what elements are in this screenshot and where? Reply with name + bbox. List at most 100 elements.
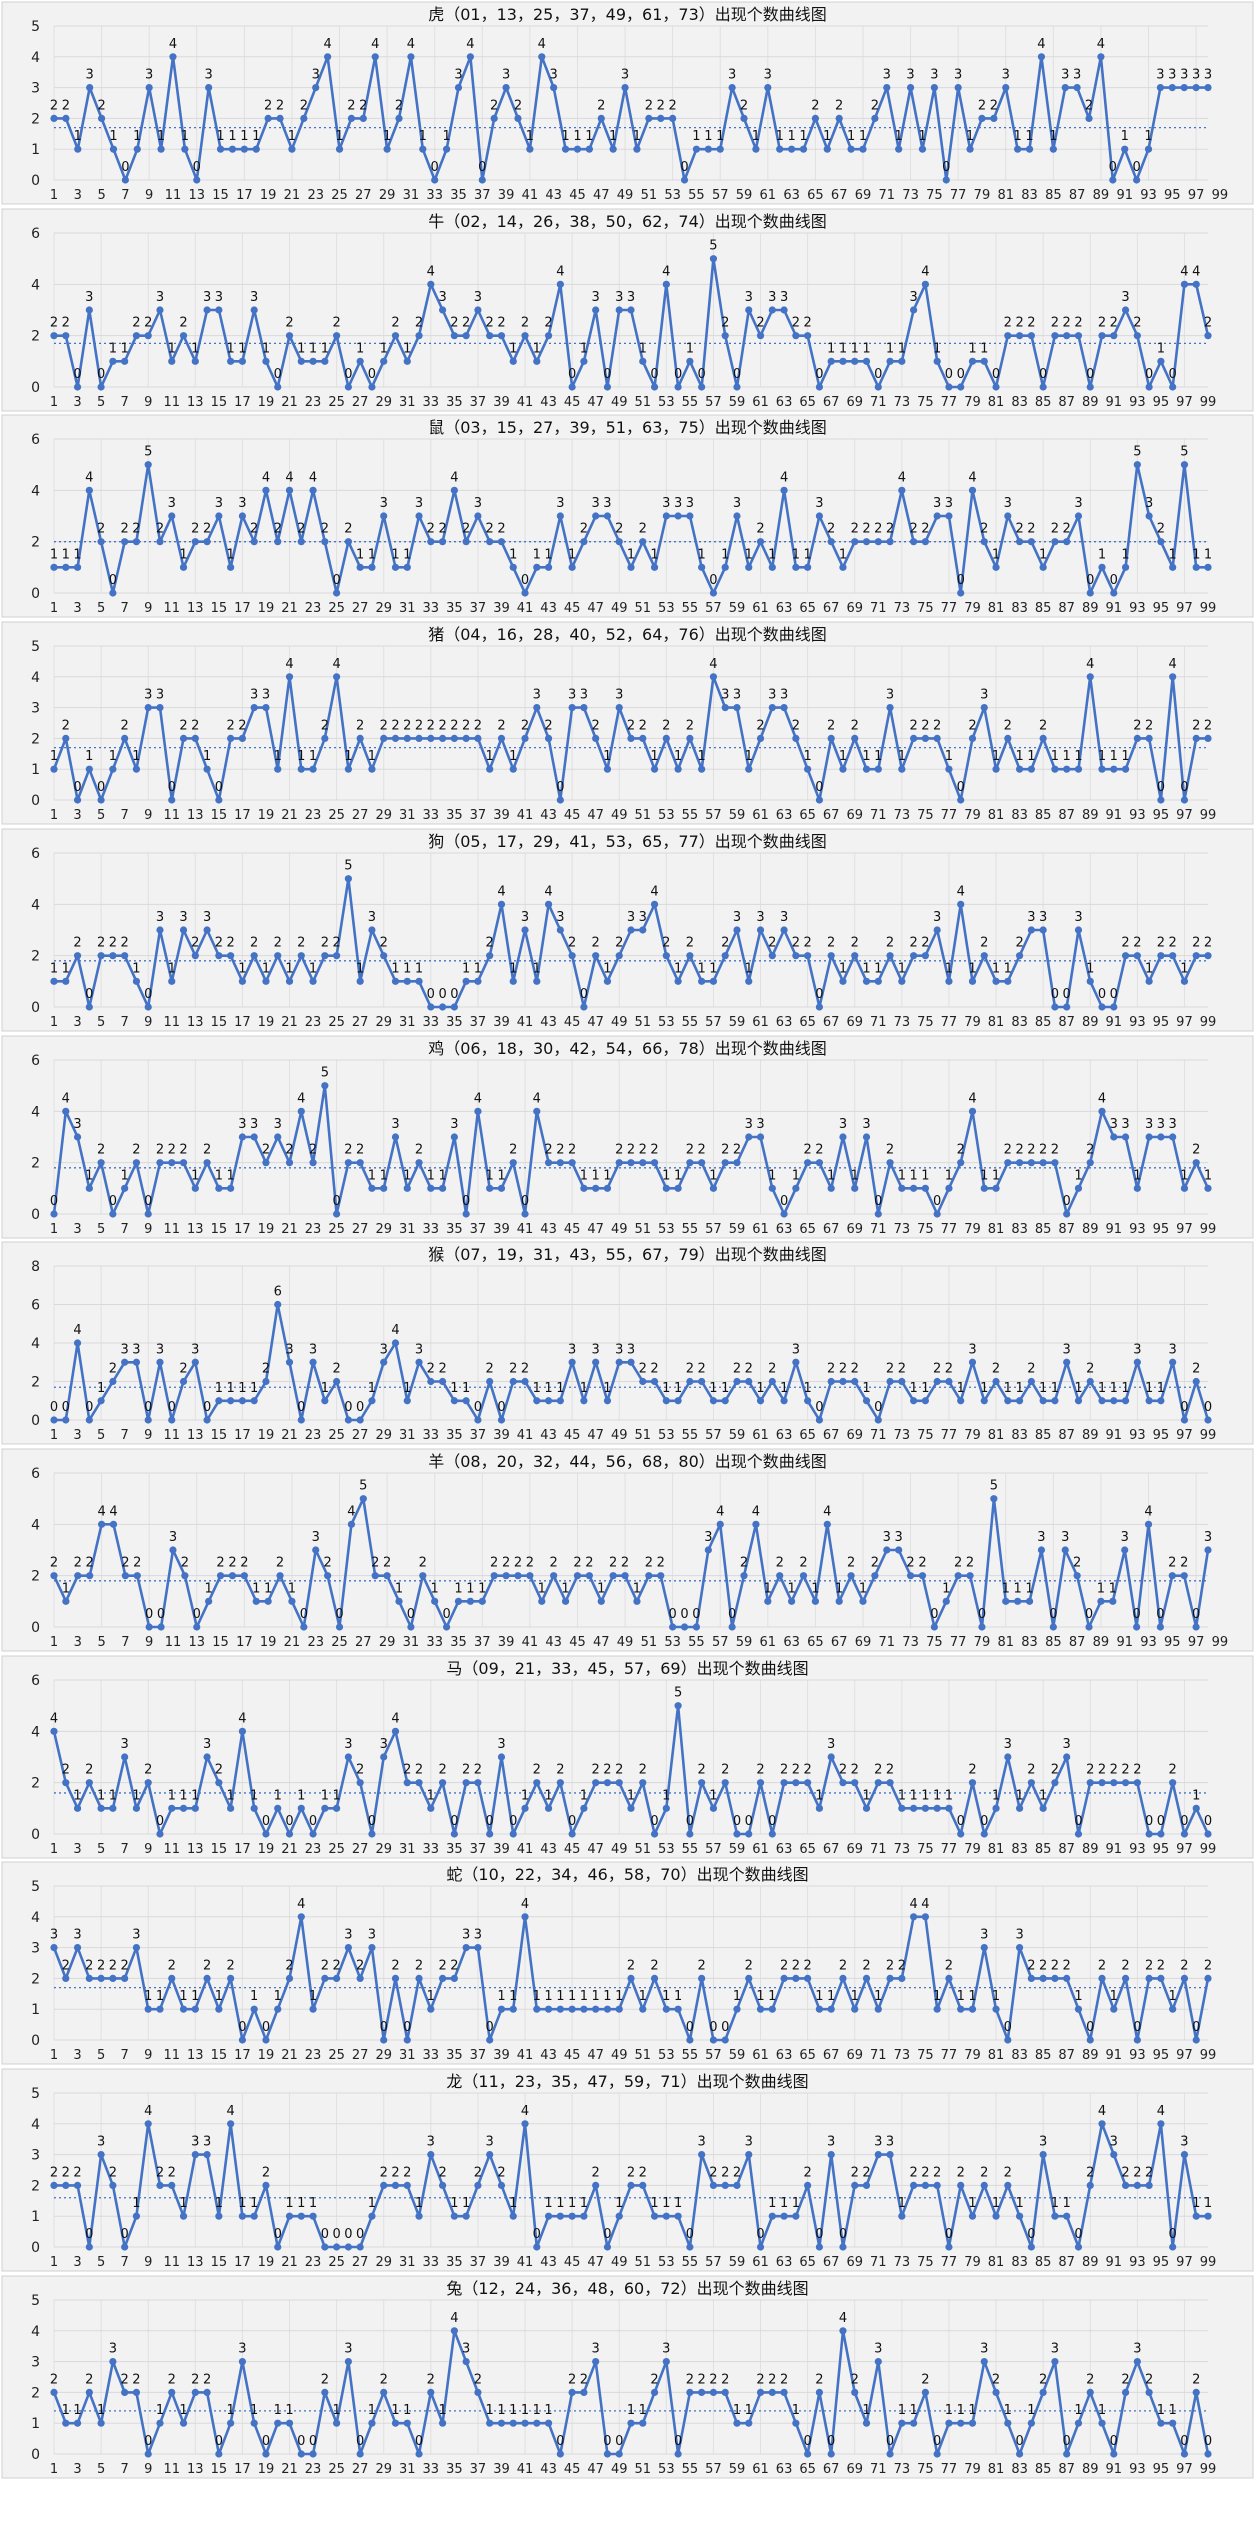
data-point: [933, 1209, 941, 1218]
data-point: [474, 1107, 482, 1115]
data-label: 1: [580, 1989, 588, 2004]
data-point: [371, 1571, 379, 1580]
data-label: 0: [438, 987, 446, 1002]
y-tick-label: 0: [31, 1000, 40, 1016]
data-label: 1: [992, 1989, 1000, 2004]
data-point: [1145, 1975, 1153, 1983]
x-tick-label: 15: [211, 2462, 228, 2477]
data-point: [250, 1132, 258, 1141]
x-tick-label: 17: [234, 1842, 251, 1857]
data-point: [238, 2357, 247, 2365]
data-label: 1: [521, 1788, 529, 1803]
data-point: [561, 1597, 570, 1605]
data-point: [133, 1571, 141, 1580]
data-label: 0: [839, 2227, 847, 2242]
data-point: [356, 1975, 364, 1983]
data-label: 1: [1110, 1381, 1118, 1396]
x-tick-label: 99: [1200, 601, 1217, 616]
data-point: [910, 734, 918, 743]
x-tick-label: 67: [831, 1635, 848, 1650]
x-axis: 1 3 5 7 9 11 13 15 17 19 21 23 25 27 29 31 33 35 37 39 41 43 4…: [50, 1015, 1216, 1030]
data-point: [992, 383, 1000, 391]
data-label: 0: [978, 1607, 986, 1622]
data-point: [627, 1975, 635, 1983]
data-label: 1: [768, 2196, 776, 2211]
data-label: 3: [895, 1530, 903, 1545]
data-label: 3: [73, 1928, 81, 1943]
data-label: 2: [1039, 1959, 1047, 1974]
x-tick-label: 43: [540, 808, 557, 823]
data-label: 2: [615, 1142, 623, 1157]
data-label: 1: [1039, 1788, 1047, 1803]
data-label: 6: [274, 1285, 282, 1300]
data-point: [862, 538, 871, 546]
data-point: [851, 2005, 859, 2014]
data-point: [427, 2005, 435, 2014]
x-tick-label: 7: [121, 1015, 129, 1030]
data-label: 2: [573, 1556, 581, 1571]
data-label: 0: [957, 573, 965, 588]
data-point: [580, 2212, 588, 2220]
data-label: 2: [780, 1762, 788, 1777]
data-point: [756, 734, 765, 743]
data-label: 2: [933, 1362, 941, 1377]
data-point: [262, 1829, 270, 1838]
data-point: [228, 145, 237, 153]
data-point: [906, 1571, 915, 1580]
data-point: [874, 1416, 882, 1424]
data-point: [768, 2388, 776, 2396]
data-label: 1: [274, 2403, 282, 2418]
data-label: 1: [438, 2403, 446, 2418]
data-label: 2: [721, 2372, 729, 2387]
data-point: [1027, 1158, 1035, 1166]
data-label: 0: [274, 2227, 282, 2242]
data-label: 1: [226, 1381, 234, 1396]
data-point: [380, 2388, 388, 2396]
chart-title: 蛇（10，22，34，46，58，70）出现个数曲线图: [446, 1865, 808, 1884]
data-label: 3: [592, 496, 600, 511]
data-point: [721, 564, 729, 572]
data-point: [580, 1003, 588, 1011]
data-label: 2: [50, 2372, 58, 2387]
data-point: [580, 538, 588, 546]
data-label: 1: [1004, 1381, 1012, 1396]
y-tick-label: 3: [31, 81, 40, 97]
data-point: [250, 1397, 258, 1405]
data-point: [538, 53, 546, 61]
data-label: 2: [933, 718, 941, 733]
data-label: 0: [1145, 1814, 1153, 1829]
data-point: [768, 704, 776, 712]
x-tick-label: 9: [145, 1635, 153, 1650]
data-label: 2: [839, 1959, 847, 1974]
data-point: [1039, 564, 1047, 572]
data-label: 0: [780, 1194, 788, 1209]
data-label: 4: [521, 2104, 529, 2119]
data-point: [521, 1378, 529, 1386]
data-label: 2: [50, 98, 58, 113]
y-tick-label: 2: [31, 111, 40, 127]
x-tick-label: 57: [705, 395, 722, 410]
data-point: [945, 2243, 953, 2251]
data-point: [419, 1571, 427, 1580]
data-label: 2: [380, 935, 388, 950]
x-tick-label: 41: [517, 395, 534, 410]
x-tick-label: 77: [941, 1222, 958, 1237]
data-point: [898, 1184, 906, 1192]
data-label: 1: [191, 1989, 199, 2004]
x-tick-label: 19: [260, 188, 277, 203]
data-label: 2: [874, 1762, 882, 1777]
data-point: [898, 357, 906, 365]
data-point: [227, 2120, 235, 2128]
data-point: [144, 1003, 152, 1011]
data-points: [50, 1494, 1212, 1631]
data-label: 1: [1025, 129, 1033, 144]
data-label: 0: [285, 1814, 293, 1829]
data-label: 1: [556, 1989, 564, 2004]
x-tick-label: 41: [517, 601, 534, 616]
data-point: [568, 383, 576, 391]
x-tick-label: 3: [74, 188, 82, 203]
data-label: 0: [144, 1400, 152, 1415]
data-label: 2: [97, 522, 105, 537]
